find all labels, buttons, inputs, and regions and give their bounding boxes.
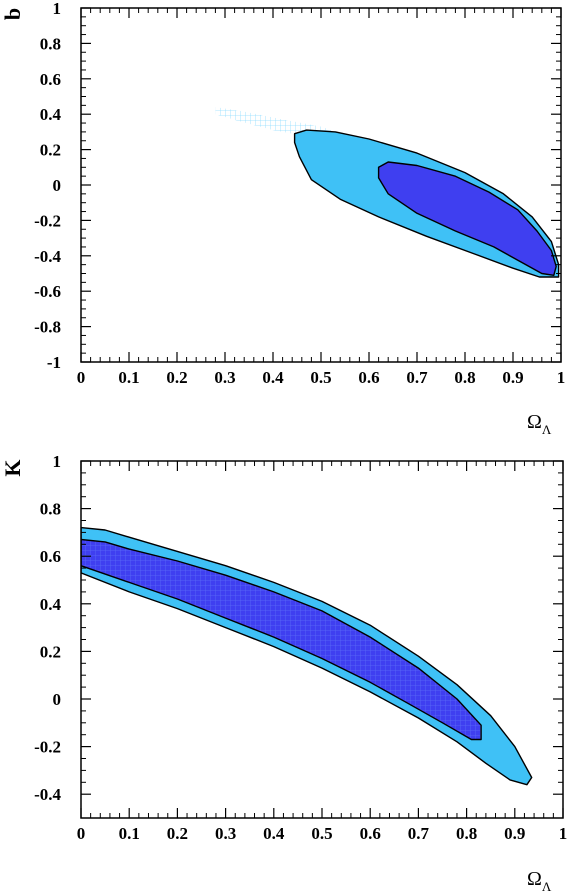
plot-panel-b: 0 0.1 0.2 0.3 0.4 0.5 0.6 0.7 0.8 0.9 1 -1 -0.8 -0.6 -… [0, 0, 565, 437]
y-tick-label: 0.8 [40, 500, 61, 519]
x-tick-label: 0.6 [360, 824, 381, 843]
plot-area [81, 526, 533, 786]
y-tick-label: -0.4 [34, 785, 61, 804]
y-tick-label: -0.2 [34, 738, 61, 757]
x-tick-label: 0.8 [456, 824, 477, 843]
x-tick-label: 1 [557, 368, 566, 387]
x-tick-label: 0.1 [118, 368, 139, 387]
y-tick-label: 0.6 [40, 70, 61, 89]
x-tick-label: 0.3 [215, 824, 236, 843]
x-tick-label: 0.7 [406, 368, 428, 387]
inner-confidence-contour [81, 538, 482, 741]
y-tick-label: 1 [53, 452, 62, 471]
x-tick-label: 0.5 [310, 368, 331, 387]
y-axis-label: b [0, 8, 25, 20]
y-tick-label: 0 [53, 176, 62, 195]
x-tick-label: 0.2 [166, 368, 187, 387]
y-tick-label: -0.6 [34, 282, 61, 301]
y-tick-label: -0.4 [34, 247, 61, 266]
x-tick-label: 0.3 [214, 368, 235, 387]
plot-panel-k: 0 0.1 0.2 0.3 0.4 0.5 0.6 0.7 0.8 0.9 1 -0.4 -0.2 0 0.… [0, 452, 567, 893]
x-tick-label: 0.5 [311, 824, 332, 843]
x-tick-label: 0.8 [454, 368, 475, 387]
x-tick-label: 0.7 [408, 824, 430, 843]
x-tick-label: 0.4 [263, 824, 285, 843]
x-tick-label: 0 [77, 824, 86, 843]
x-axis-label: ΩΛ [527, 868, 552, 893]
inner-confidence-contour [377, 161, 557, 276]
x-tick-label: 0.2 [167, 824, 188, 843]
y-tick-label: 0 [53, 690, 62, 709]
x-tick-label: 0.1 [119, 824, 140, 843]
y-tick-label: -0.8 [34, 318, 61, 337]
y-tick-label: 0.6 [40, 547, 61, 566]
x-tick-label: 0.9 [504, 824, 525, 843]
y-tick-label: 0.4 [40, 595, 62, 614]
x-tick-label: 0 [77, 368, 86, 387]
x-axis-label: ΩΛ [527, 411, 552, 437]
y-axis-label: K [0, 459, 25, 476]
y-tick-label: 1 [53, 0, 62, 18]
plot-area [215, 107, 560, 278]
y-tick-label: 0.2 [40, 642, 61, 661]
y-tick-label: -0.2 [34, 211, 61, 230]
y-tick-label: 0.8 [40, 34, 61, 53]
x-tick-label: 0.6 [358, 368, 379, 387]
y-tick-label: -1 [47, 353, 61, 372]
y-tick-label: 0.4 [40, 105, 62, 124]
x-tick-label: 0.4 [262, 368, 284, 387]
x-tick-label: 1 [559, 824, 568, 843]
y-tick-label: 0.2 [40, 141, 61, 160]
x-tick-label: 0.9 [502, 368, 523, 387]
hatched-region [215, 107, 345, 138]
